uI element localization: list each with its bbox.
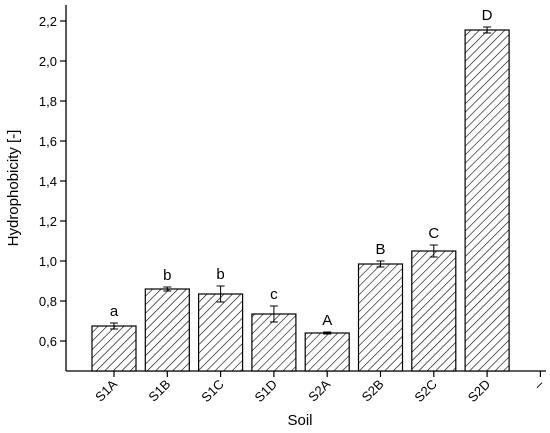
error-bar [483,26,492,34]
bar [411,250,457,372]
y-tick-label: 1,0 [39,254,57,269]
y-tick-label: 0,8 [39,294,57,309]
annotation: B [375,241,385,258]
y-tick-label: 1,6 [39,134,57,149]
annotation: D [482,7,493,24]
error-bar [323,331,332,335]
x-tick-label: S1D [252,377,280,405]
bar [251,313,297,372]
annotation: c [270,286,278,303]
y-tick-label: 1,8 [39,94,57,109]
y-tick-label: 2,2 [39,14,57,29]
y-tick-label: 1,2 [39,214,57,229]
x-tick-label: S2D [465,377,493,405]
annotation: b [163,267,171,284]
x-tick-label: – [531,376,547,392]
bar [91,325,137,372]
bar [464,29,510,372]
bar [198,293,244,372]
x-tick-label: S1A [92,376,120,404]
annotation: a [110,303,119,320]
error-bar [269,305,278,323]
y-tick-label: 2,0 [39,54,57,69]
error-bar [163,286,172,292]
x-tick-label: S1C [198,377,226,405]
error-bar [429,244,438,258]
x-axis-title: Soil [287,412,312,429]
annotation: A [322,312,332,329]
y-tick-label: 0,6 [39,334,57,349]
annotation: b [216,266,224,283]
bar [357,263,404,372]
x-tick-label: S2A [305,376,333,404]
annotation: C [428,225,439,242]
x-tick-label: S2C [411,377,439,405]
error-bar [216,285,225,303]
bar [144,288,190,372]
x-tick-label: S2B [359,377,387,405]
error-bar [110,322,118,330]
y-tick-label: 1,4 [39,174,57,189]
bar [304,332,350,372]
error-bar [376,260,385,268]
x-tick-label: S1B [145,377,173,405]
y-axis-title: Hydrophobicity [-] [5,130,22,247]
